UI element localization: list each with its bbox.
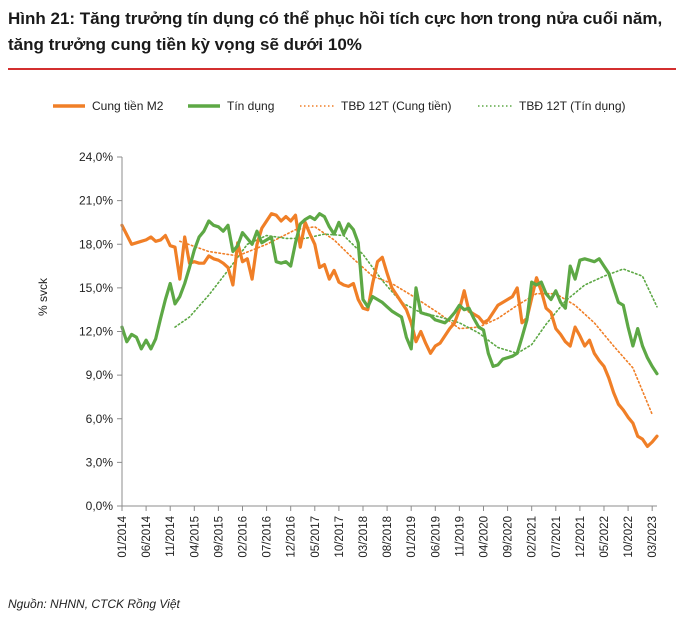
source-note: Nguồn: NHNN, CTCK Rồng Việt	[8, 597, 180, 611]
legend-swatch-credit	[188, 104, 220, 108]
legend-label: Tín dụng	[227, 99, 275, 113]
y-tick-label: 21,0%	[79, 194, 113, 208]
x-tick-label: 06/2019	[430, 516, 442, 558]
x-tick-label: 09/2020	[503, 516, 515, 558]
legend-item-credit-avg: TBĐ 12T (Tín dụng)	[477, 99, 626, 113]
legend-swatch-credit-avg	[478, 105, 512, 107]
y-axis-label: % svck	[36, 277, 50, 316]
y-tick-label: 0,0%	[86, 499, 114, 513]
x-axis-ticks: 01/2014 06/2014 11/2014 04/2015 09/2015 02/20…	[117, 506, 659, 558]
x-tick-label: 02/2016	[237, 516, 249, 558]
y-tick-label: 18,0%	[79, 237, 113, 251]
x-tick-label: 07/2021	[551, 516, 563, 558]
figure-title: Hình 21: Tăng trưởng tín dụng có thể phụ…	[8, 9, 663, 54]
legend-label: Cung tiền M2	[92, 99, 164, 113]
x-tick-label: 02/2021	[527, 516, 539, 558]
x-tick-label: 12/2021	[575, 516, 587, 558]
y-tick-label: 6,0%	[86, 412, 114, 426]
title-divider	[8, 68, 676, 70]
x-tick-label: 03/2018	[358, 516, 370, 558]
legend-label: TBĐ 12T (Tín dụng)	[519, 99, 626, 113]
x-tick-label: 10/2022	[623, 516, 635, 558]
y-tick-label: 3,0%	[86, 455, 114, 469]
x-tick-label: 05/2022	[599, 516, 611, 558]
y-tick-label: 9,0%	[86, 368, 114, 382]
y-tick-label: 15,0%	[79, 281, 113, 295]
x-tick-label: 11/2014	[165, 515, 177, 556]
x-tick-label: 06/2014	[141, 515, 153, 557]
legend: Cung tiền M2 Tín dụng TBĐ 12T (Cung tiền…	[0, 99, 685, 121]
legend-swatch-m2	[53, 104, 85, 108]
series-line-0	[120, 212, 659, 448]
legend-item-credit: Tín dụng	[187, 99, 274, 113]
axes	[121, 157, 657, 507]
x-tick-label: 12/2016	[286, 516, 298, 558]
legend-item-m2-avg: TBĐ 12T (Cung tiền)	[299, 99, 452, 113]
x-tick-label: 07/2016	[262, 516, 274, 558]
y-tick-label: 12,0%	[79, 325, 113, 339]
y-tick-label: 24,0%	[79, 150, 113, 164]
x-tick-label: 01/2014	[117, 515, 129, 557]
x-tick-label: 10/2017	[334, 516, 346, 558]
x-tick-label: 11/2019	[454, 516, 466, 557]
x-tick-label: 09/2015	[213, 516, 225, 558]
x-tick-label: 01/2019	[406, 516, 418, 558]
series-line-2	[179, 226, 653, 416]
x-tick-label: 05/2017	[310, 516, 322, 558]
x-tick-label: 08/2018	[382, 516, 394, 558]
legend-item-m2: Cung tiền M2	[52, 99, 163, 113]
legend-label: TBĐ 12T (Cung tiền)	[341, 99, 452, 113]
series-layer	[120, 212, 659, 448]
y-axis-ticks: 0,0% 3,0% 6,0% 9,0% 12,0% 15,0% 18,0% 21,0% 24,0…	[79, 150, 122, 513]
x-tick-label: 04/2015	[189, 516, 201, 558]
x-tick-label: 03/2023	[647, 516, 659, 558]
x-tick-label: 04/2020	[478, 516, 490, 558]
legend-swatch-m2-avg	[300, 105, 334, 107]
series-line-1	[120, 212, 659, 376]
